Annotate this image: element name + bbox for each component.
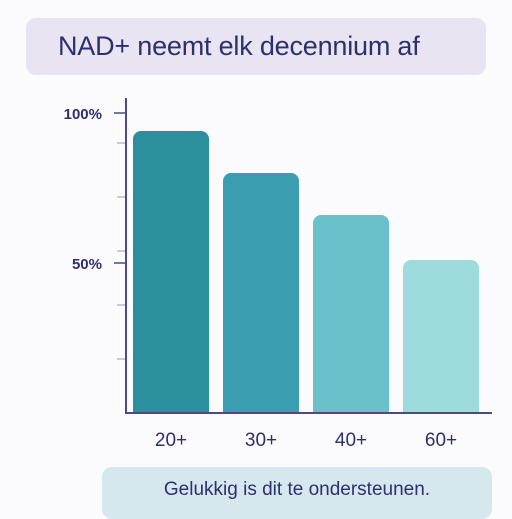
y-tick-label: 100% <box>64 106 102 123</box>
axis-underlay <box>127 414 493 422</box>
bar-40plus <box>313 215 389 419</box>
chart-title-box: NAD+ neemt elk decennium af <box>26 18 486 75</box>
bar-30plus <box>223 173 299 419</box>
chart-title: NAD+ neemt elk decennium af <box>58 31 420 61</box>
bar-20plus <box>133 131 209 419</box>
x-tick-label: 40+ <box>335 430 367 451</box>
y-axis-ticks: 100% 50% <box>64 106 126 360</box>
bars <box>127 131 493 422</box>
footer-note-box: Gelukkig is dit te ondersteunen. <box>102 467 492 519</box>
x-tick-label: 30+ <box>245 430 277 451</box>
x-tick-label: 20+ <box>155 430 187 451</box>
bar-60plus <box>403 260 479 419</box>
y-tick-label: 50% <box>72 256 102 273</box>
x-axis-labels: 20+ 30+ 40+ 60+ <box>155 430 457 451</box>
footer-note: Gelukkig is dit te ondersteunen. <box>163 479 431 500</box>
x-tick-label: 60+ <box>425 430 457 451</box>
